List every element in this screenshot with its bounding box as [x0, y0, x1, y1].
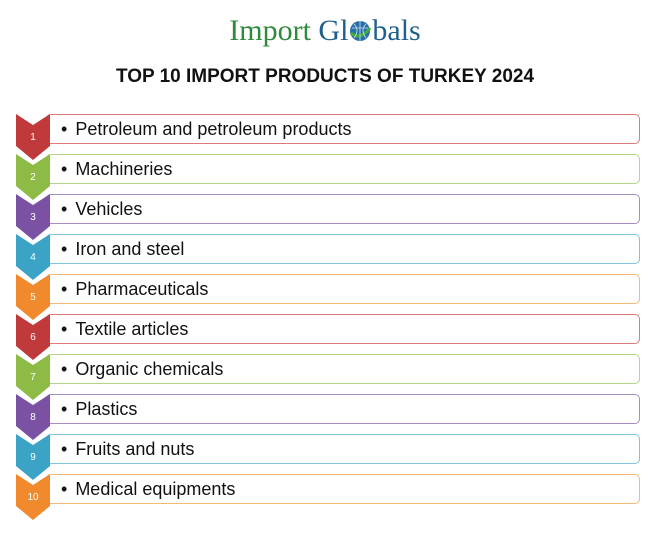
- item-box: • Pharmaceuticals: [46, 274, 640, 304]
- item-number: 2: [30, 172, 36, 183]
- item-label: Iron and steel: [75, 239, 185, 259]
- item-number: 5: [30, 292, 36, 303]
- logo-text-globals: Gl bals: [318, 14, 421, 47]
- item-box: • Medical equipments: [46, 474, 640, 504]
- item-box: • Fruits and nuts: [46, 434, 640, 464]
- item-label: Vehicles: [75, 199, 143, 219]
- chevron-down-icon: [16, 234, 50, 280]
- bullet-icon: •: [61, 119, 68, 139]
- chevron-down-icon: [16, 474, 50, 520]
- bullet-icon: •: [61, 399, 68, 419]
- list-item: • Plastics 8: [16, 394, 640, 440]
- list-item: • Pharmaceuticals 5: [16, 274, 640, 320]
- item-number: 10: [27, 492, 39, 503]
- item-label: Pharmaceuticals: [75, 279, 209, 299]
- chevron-down-icon: [16, 114, 50, 160]
- item-label: Textile articles: [75, 319, 189, 339]
- list-item: • Iron and steel 4: [16, 234, 640, 280]
- item-label: Organic chemicals: [75, 359, 224, 379]
- item-box: • Plastics: [46, 394, 640, 424]
- bullet-icon: •: [61, 239, 68, 259]
- bullet-icon: •: [61, 279, 68, 299]
- logo: Import Gl bals: [0, 14, 650, 48]
- item-number: 3: [30, 212, 36, 223]
- bullet-icon: •: [61, 479, 68, 499]
- item-box: • Organic chemicals: [46, 354, 640, 384]
- item-number: 9: [30, 452, 36, 463]
- item-number: 7: [30, 372, 36, 383]
- item-box: • Textile articles: [46, 314, 640, 344]
- item-number: 1: [30, 132, 36, 143]
- bullet-icon: •: [61, 199, 68, 219]
- list-item: • Medical equipments 10: [16, 474, 640, 520]
- chevron-down-icon: [16, 354, 50, 400]
- chevron-down-icon: [16, 394, 50, 440]
- item-box: • Iron and steel: [46, 234, 640, 264]
- logo-text-import: Import: [229, 14, 311, 47]
- globe-icon: [350, 21, 372, 41]
- item-box: • Vehicles: [46, 194, 640, 224]
- item-number: 6: [30, 332, 36, 343]
- chevron-down-icon: [16, 194, 50, 240]
- bullet-icon: •: [61, 439, 68, 459]
- bullet-icon: •: [61, 359, 68, 379]
- item-number: 8: [30, 412, 36, 423]
- bullet-icon: •: [61, 319, 68, 339]
- item-label: Fruits and nuts: [75, 439, 195, 459]
- list-item: • Vehicles 3: [16, 194, 640, 240]
- chevron-down-icon: [16, 154, 50, 200]
- page-title: TOP 10 IMPORT PRODUCTS OF TURKEY 2024: [115, 66, 535, 87]
- item-label: Plastics: [75, 399, 138, 419]
- list-item: • Textile articles 6: [16, 314, 640, 360]
- item-box: • Petroleum and petroleum products: [46, 114, 640, 144]
- item-number: 4: [30, 252, 36, 263]
- list-item: • Organic chemicals 7: [16, 354, 640, 400]
- bullet-icon: •: [61, 159, 68, 179]
- chevron-down-icon: [16, 434, 50, 480]
- chevron-down-icon: [16, 274, 50, 320]
- chevron-down-icon: [16, 314, 50, 360]
- item-label: Petroleum and petroleum products: [75, 119, 352, 139]
- list-item: • Machineries 2: [16, 154, 640, 200]
- list-item: • Fruits and nuts 9: [16, 434, 640, 480]
- list-item: • Petroleum and petroleum products 1: [16, 114, 640, 160]
- item-box: • Machineries: [46, 154, 640, 184]
- item-label: Machineries: [75, 159, 173, 179]
- item-label: Medical equipments: [75, 479, 236, 499]
